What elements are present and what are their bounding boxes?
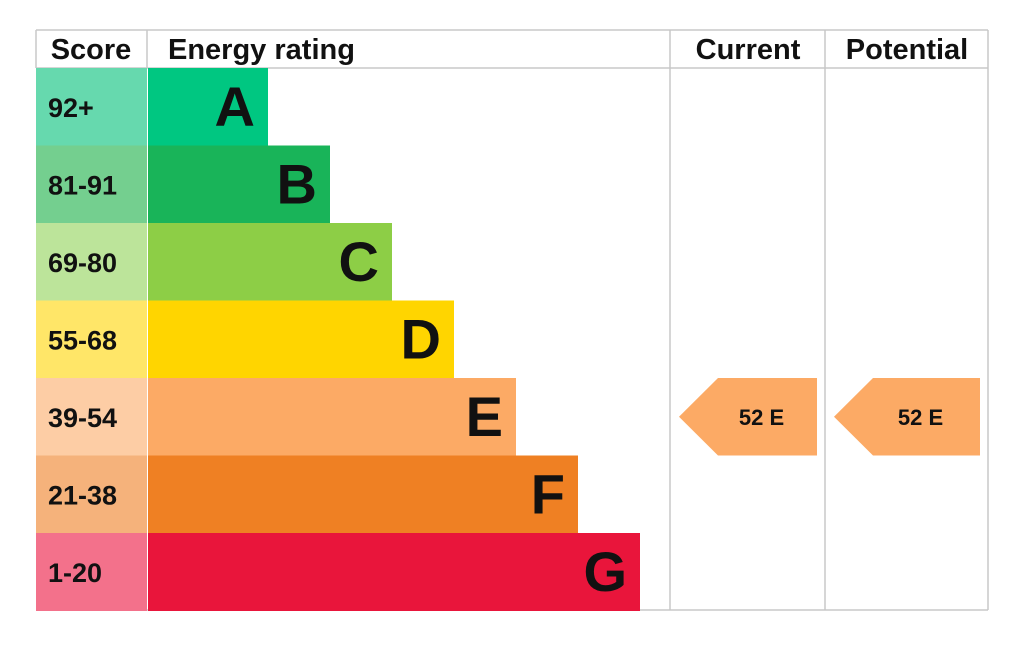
- header-current: Current: [695, 34, 801, 66]
- score-cell-f: [36, 455, 147, 534]
- potential-arrow-label: 52 E: [898, 405, 943, 430]
- score-cell-d: [36, 300, 147, 379]
- header-energy-rating: Energy rating: [168, 34, 355, 66]
- current-arrow-label: 52 E: [739, 405, 784, 430]
- band-bar-a: [148, 68, 268, 146]
- band-letter-g: G: [583, 540, 627, 603]
- header-score: Score: [50, 34, 132, 66]
- score-range-c: 69-80: [48, 248, 117, 278]
- score-range-f: 21-38: [48, 480, 117, 510]
- score-cell-b: [36, 145, 147, 224]
- band-letter-c: C: [339, 230, 379, 293]
- band-letter-d: D: [401, 307, 441, 370]
- score-range-b: 81-91: [48, 170, 117, 200]
- rating-arrows: 52 E 52 E: [679, 378, 980, 456]
- score-cell-a: [36, 68, 147, 146]
- score-cell-g: [36, 533, 147, 611]
- score-cell-e: [36, 378, 147, 456]
- band-letter-a: A: [215, 75, 255, 138]
- band-bar-f: [148, 455, 578, 534]
- rating-bands: 92+ A 81-91 B 69-80 C 55-68 D 39-54 E 21-38 F 1-20 G: [36, 68, 640, 611]
- band-letter-f: F: [531, 462, 565, 525]
- current-arrow: [679, 378, 817, 456]
- score-range-g: 1-20: [48, 558, 102, 588]
- score-range-a: 92+: [48, 93, 94, 123]
- band-bar-b: [148, 145, 330, 224]
- score-cell-c: [36, 223, 147, 301]
- score-range-d: 55-68: [48, 325, 117, 355]
- potential-arrow: [834, 378, 980, 456]
- band-bar-e: [148, 378, 516, 456]
- band-bar-d: [148, 300, 454, 379]
- band-bar-g: [148, 533, 640, 611]
- band-letter-b: B: [277, 152, 317, 215]
- band-letter-e: E: [466, 385, 503, 448]
- header-potential: Potential: [845, 34, 969, 66]
- band-bar-c: [148, 223, 392, 301]
- score-range-e: 39-54: [48, 403, 117, 433]
